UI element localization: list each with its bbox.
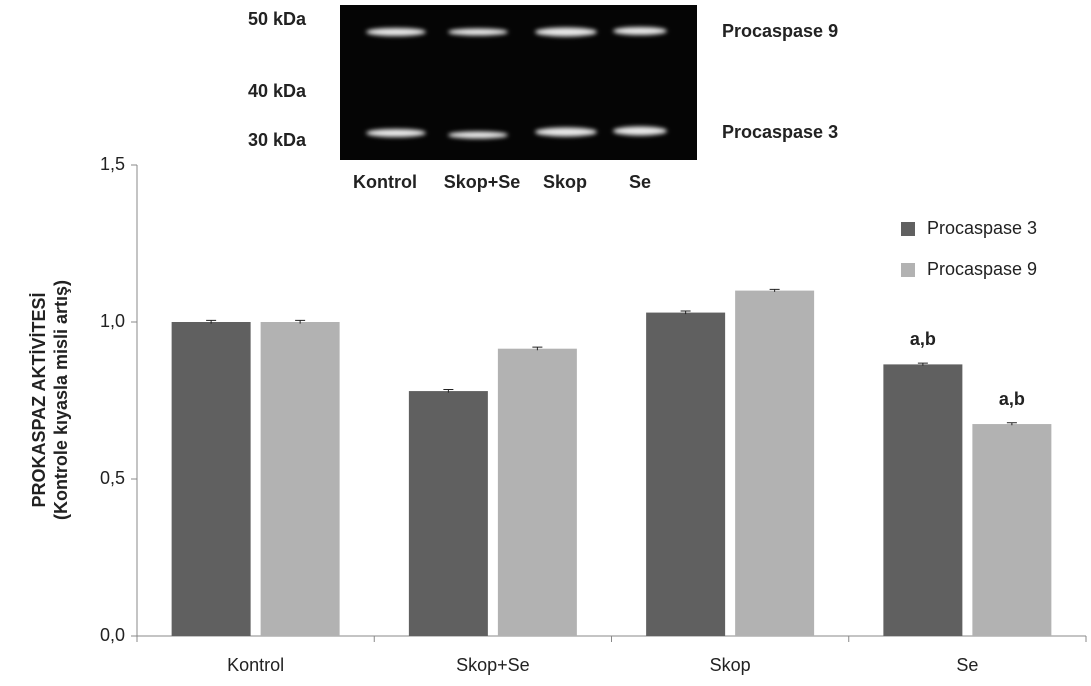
y-tick-label: 0,5 — [100, 468, 125, 488]
legend-label: Procaspase 9 — [927, 259, 1037, 279]
bar — [498, 349, 577, 636]
bar — [409, 391, 488, 636]
bar — [883, 364, 962, 636]
y-tick-label: 1,0 — [100, 311, 125, 331]
y-tick-label: 0,0 — [100, 625, 125, 645]
mw-label: 40 kDa — [248, 81, 307, 101]
band-label: Procaspase 3 — [722, 122, 838, 142]
chart: 50 kDa 40 kDa 30 kDa Procaspase 9 Procas… — [0, 0, 1091, 686]
lane-label: Skop+Se — [444, 172, 521, 192]
bar — [972, 424, 1051, 636]
bar — [261, 322, 340, 636]
x-tick-label: Skop+Se — [456, 655, 530, 675]
annotation: a,b — [999, 389, 1025, 409]
mw-label: 30 kDa — [248, 130, 307, 150]
bar — [646, 313, 725, 636]
lane-label: Se — [629, 172, 651, 192]
y-axis-title: (Kontrole kıyasla misli artış) — [51, 280, 71, 520]
lane-label: Skop — [543, 172, 587, 192]
legend-swatch — [901, 263, 915, 277]
x-tick-label: Skop — [710, 655, 751, 675]
legend-swatch — [901, 222, 915, 236]
x-tick-label: Kontrol — [227, 655, 284, 675]
y-axis-title: PROKASPAZ AKTİVİTESİ — [29, 292, 49, 507]
x-tick-label: Se — [956, 655, 978, 675]
bar — [735, 291, 814, 636]
y-tick-label: 1,5 — [100, 154, 125, 174]
bar — [172, 322, 251, 636]
legend-label: Procaspase 3 — [927, 218, 1037, 238]
annotation: a,b — [910, 329, 936, 349]
band-label: Procaspase 9 — [722, 21, 838, 41]
mw-label: 50 kDa — [248, 9, 307, 29]
lane-label: Kontrol — [353, 172, 417, 192]
